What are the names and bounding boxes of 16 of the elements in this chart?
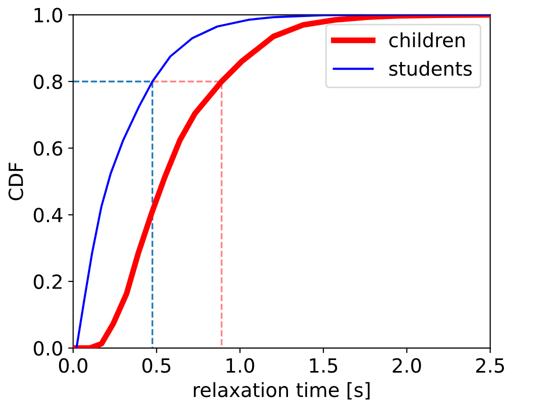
y-tick-label: 1.0 (34, 8, 62, 22)
x-tick-label: 0.5 (142, 358, 170, 373)
y-tick-label: 0.0 (34, 341, 62, 356)
y-axis-title: CDF (8, 162, 24, 200)
x-tick-label: 2.0 (392, 358, 421, 373)
x-tick-label: 1.5 (310, 358, 338, 373)
y-tick-label: 0.6 (34, 141, 62, 156)
legend-label: children (389, 32, 465, 48)
x-tick-label: 1.0 (226, 358, 254, 373)
x-tick-label: 0.0 (58, 358, 88, 373)
x-tick-label: 2.5 (476, 358, 504, 373)
x-axis-title: relaxation time [s] (194, 382, 370, 400)
legend-label: students (389, 60, 472, 76)
y-tick-label: 0.4 (34, 208, 62, 222)
y-tick-label: 0.8 (34, 74, 62, 90)
y-tick-label: 0.2 (34, 274, 62, 290)
